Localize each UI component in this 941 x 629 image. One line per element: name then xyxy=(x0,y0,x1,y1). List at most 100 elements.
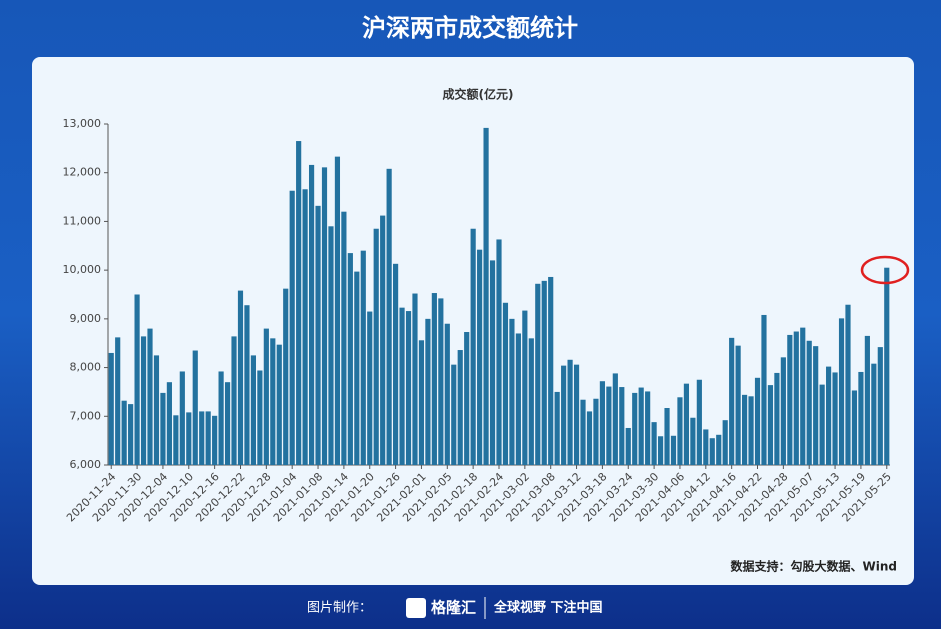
y-tick-label: 12,000 xyxy=(63,166,102,179)
chart-subtitle: 成交额(亿元) xyxy=(443,87,514,102)
bar xyxy=(754,377,761,465)
bar xyxy=(308,164,315,466)
y-tick-label: 11,000 xyxy=(63,214,102,227)
bar xyxy=(328,226,334,465)
bar xyxy=(166,382,172,465)
bar xyxy=(573,364,580,465)
bar xyxy=(838,318,845,465)
bar xyxy=(612,373,618,465)
bar xyxy=(845,304,851,465)
bar xyxy=(315,205,321,465)
bar xyxy=(444,323,450,465)
bar xyxy=(625,427,631,465)
bar xyxy=(108,352,114,465)
bar xyxy=(276,344,282,465)
bar xyxy=(393,263,399,465)
bar xyxy=(826,366,832,465)
bar xyxy=(787,334,793,465)
bar xyxy=(147,328,153,465)
bar xyxy=(179,371,185,465)
bar xyxy=(380,215,386,465)
highlight-circle xyxy=(860,255,910,285)
bar xyxy=(140,336,147,465)
bar xyxy=(638,387,644,465)
bar xyxy=(541,280,547,465)
bar xyxy=(302,189,308,465)
bar xyxy=(205,411,211,465)
bar xyxy=(864,335,870,465)
bar xyxy=(858,371,864,465)
bar xyxy=(502,302,509,465)
bar xyxy=(483,127,489,465)
bar xyxy=(212,415,218,465)
bar xyxy=(360,250,366,465)
bar xyxy=(431,293,437,465)
bar xyxy=(535,283,541,465)
bar xyxy=(677,397,683,465)
source: 数据支持：勾股大数据、Wind xyxy=(731,559,897,574)
bar xyxy=(399,307,405,465)
bar xyxy=(224,382,231,465)
bar xyxy=(884,267,890,465)
bar xyxy=(806,340,812,465)
bar xyxy=(218,371,224,465)
y-tick-label: 8,000 xyxy=(70,361,102,374)
bar xyxy=(522,310,528,465)
bar xyxy=(192,350,198,465)
bar xyxy=(321,167,328,465)
bar xyxy=(729,337,735,465)
bar xyxy=(761,314,767,465)
bar xyxy=(528,338,534,465)
bar xyxy=(496,239,502,465)
bar xyxy=(115,337,121,465)
bar xyxy=(670,435,677,465)
bar xyxy=(438,298,444,465)
bar xyxy=(470,228,476,465)
bar xyxy=(334,156,341,466)
bar xyxy=(367,311,373,465)
bar xyxy=(153,355,160,465)
bar xyxy=(237,290,244,465)
bar xyxy=(418,340,425,465)
footer-label: 图片制作： xyxy=(307,601,372,616)
y-tick-label: 9,000 xyxy=(70,312,102,325)
bar xyxy=(567,359,573,465)
bar xyxy=(451,364,457,465)
bar xyxy=(645,391,651,465)
bar xyxy=(780,357,786,465)
bar xyxy=(386,168,392,465)
footer-brand: 格隆汇 xyxy=(431,599,476,617)
bar xyxy=(657,436,664,465)
bar xyxy=(593,398,599,465)
bar xyxy=(877,347,883,465)
bar xyxy=(748,396,754,465)
bar xyxy=(735,345,741,465)
bar xyxy=(561,365,567,465)
y-tick-label: 10,000 xyxy=(63,263,102,276)
bar xyxy=(464,332,470,465)
footer-slogan: 全球视野 下注中国 xyxy=(493,600,603,616)
bar xyxy=(586,411,593,465)
bar xyxy=(160,392,166,465)
bar xyxy=(134,294,140,465)
bar xyxy=(832,372,838,465)
y-tick-label: 13,000 xyxy=(63,117,102,130)
bar xyxy=(373,228,379,465)
bar xyxy=(257,370,263,465)
bar xyxy=(851,390,858,465)
bar xyxy=(477,249,483,465)
bar xyxy=(548,276,554,465)
bar xyxy=(690,417,696,465)
y-tick-label: 6,000 xyxy=(70,458,102,471)
bar xyxy=(244,305,250,465)
bar xyxy=(793,331,799,465)
bar xyxy=(250,355,256,465)
bar xyxy=(186,412,192,465)
bar xyxy=(800,327,806,465)
bar xyxy=(813,346,819,465)
bar xyxy=(509,318,515,465)
y-tick-label: 7,000 xyxy=(70,409,102,422)
bar xyxy=(296,141,302,466)
bar xyxy=(722,420,728,465)
